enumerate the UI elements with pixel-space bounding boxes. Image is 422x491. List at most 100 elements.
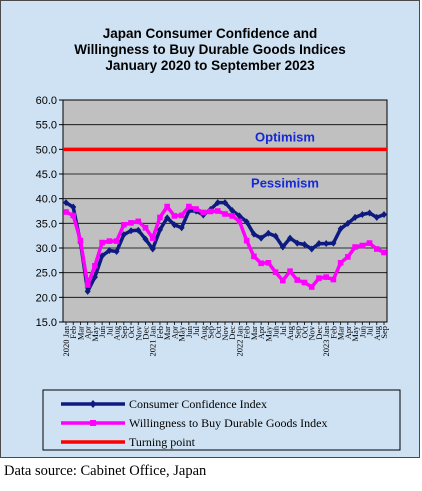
series-1-point [344,219,351,227]
plot-area [62,99,388,323]
series-1-point [308,245,315,253]
x-tick-label: May [177,325,187,341]
series-2-point [128,220,134,226]
series-2-point [178,212,185,219]
series-2-point [243,237,250,244]
series-1-point [171,221,178,229]
series-2-point [337,260,344,266]
series-1-point [330,239,337,247]
x-tick-label: Jul [191,325,201,336]
series-1-point [214,199,221,207]
x-tick-label: Sep [292,326,302,339]
y-tick-label: 55.0 [36,120,57,132]
x-tick-label: Jun [271,325,281,338]
series-2-point [345,254,351,260]
series-2-point [366,240,373,246]
y-tick-label: 15.0 [36,317,57,329]
y-tick-label: 50.0 [36,144,57,156]
legend-box [42,389,401,451]
series-2-point [135,218,142,225]
x-tick-label: Mar [249,326,259,340]
series-2-point [63,209,69,215]
series-2-point [77,237,84,244]
chart-title-line: Japan Consumer Confidence and [103,26,318,41]
series-1-point [84,287,91,295]
series-2-point [272,269,279,275]
x-tick-label: Mar [75,326,85,340]
series-1-point [337,225,344,233]
x-tick-label: May [90,325,100,341]
series-1-point [373,213,380,221]
series-1-point [222,199,228,207]
series-1-point [243,218,250,226]
series-1-point [236,212,243,220]
series-2-point [157,214,163,221]
chart-title-line: Willingness to Buy Durable Goods Indices [74,42,345,57]
series-2-point [308,284,315,290]
series-2-point [323,274,329,280]
series-2-point [251,253,257,260]
series-1-point [315,240,322,248]
x-tick-label: Sep [119,326,129,339]
series-2-point [381,249,387,256]
series-1-point [91,273,98,281]
legend-label-3: Turning point [129,435,196,449]
x-tick-label: 2022 Jan [234,325,244,356]
series-1-point [135,226,142,234]
series-2-point [294,277,301,283]
x-tick-label: Jul [278,325,288,336]
x-tick-label: May [263,325,273,341]
series-2-point [99,239,105,246]
series-1-point [287,234,294,242]
pessimism-annotation: Pessimism [251,175,319,190]
x-tick-label: Dec [314,326,324,340]
x-tick-label: 2023 Jan [321,325,331,356]
x-tick-label: Dec [227,326,237,340]
series-2-point [330,276,337,283]
x-tick-label: Aug [198,325,208,340]
legend-label-1: Consumer Confidence Index [129,397,267,411]
legend-marker-diamond [89,400,97,408]
series-1-point [63,199,69,207]
series-2-point [280,277,286,284]
x-tick-label: Jun [97,325,107,338]
series-2-point [207,208,214,215]
x-tick-label: Aug [112,325,122,340]
y-tick-label: 40.0 [36,194,57,206]
x-tick-label: Apr [343,326,353,339]
x-tick-label: May [350,325,360,341]
x-tick-label: Jul [365,325,375,336]
series-2-point [193,206,199,212]
x-tick-label: Feb [155,326,165,339]
series-1-point [164,214,171,222]
series-2-point [200,209,207,216]
series-2-point [171,213,178,219]
series-1-point [381,210,387,218]
series-1-point [352,213,359,221]
x-tick-label: Oct [300,325,310,338]
x-tick-label: Mar [336,326,346,340]
series-1-point [70,203,77,211]
series-2-point [142,224,149,231]
series-2-point [236,218,243,225]
y-tick-label: 60.0 [36,95,57,107]
series-2-point [113,238,120,244]
series-1-point [359,210,366,218]
x-tick-label: Apr [169,326,179,339]
series-2-point [316,275,322,281]
series-1-point [294,239,301,247]
y-tick-label: 20.0 [36,292,57,304]
series-1-point [99,252,106,260]
series-2-point [70,212,77,219]
data-source-note: Data source: Cabinet Office, Japan [4,463,207,479]
series-1-point [272,232,279,240]
y-tick-label: 25.0 [36,268,57,280]
x-tick-label: Nov [307,325,317,340]
series-1-point [149,245,156,253]
x-tick-label: Jul [104,325,114,336]
x-tick-label: Feb [328,326,338,339]
series-2-point [106,238,113,244]
series-1-point [113,247,120,255]
y-tick-label: 30.0 [36,243,57,255]
